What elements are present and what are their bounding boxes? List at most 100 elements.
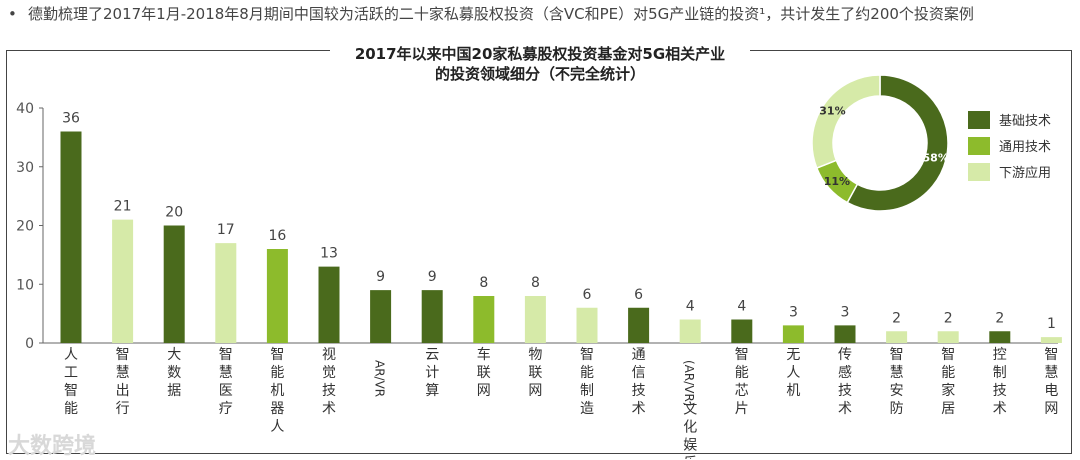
data-label: 6 bbox=[634, 287, 643, 303]
bar bbox=[782, 325, 804, 343]
category-label: 娱 bbox=[683, 437, 697, 453]
category-label: 术 bbox=[632, 401, 646, 417]
category-label: 家 bbox=[941, 382, 955, 399]
category-label: 文 bbox=[683, 401, 697, 417]
data-label: 4 bbox=[686, 299, 695, 315]
bullet: • bbox=[8, 5, 17, 23]
category-label: 能 bbox=[64, 401, 78, 417]
category-label: 技 bbox=[993, 383, 1007, 399]
category-label: 术 bbox=[322, 401, 336, 417]
category-label: 无 bbox=[786, 347, 800, 363]
category-label: 智 bbox=[219, 347, 233, 363]
chart-title-line2: 的投资领域细分（不完全统计） bbox=[434, 65, 645, 83]
category-label: 造 bbox=[580, 401, 594, 417]
data-label: 3 bbox=[789, 304, 798, 320]
category-label: 技 bbox=[838, 383, 852, 399]
category-label: 联 bbox=[528, 365, 542, 381]
bar bbox=[834, 325, 856, 343]
bar bbox=[989, 331, 1011, 343]
category-label: 网 bbox=[477, 383, 491, 399]
category-label: 慧 bbox=[890, 365, 904, 381]
category-label: 传 bbox=[838, 347, 852, 363]
pie-label: 11% bbox=[824, 175, 850, 188]
category-label: 物 bbox=[528, 347, 542, 363]
data-label: 9 bbox=[376, 269, 385, 285]
pie-slice bbox=[846, 74, 949, 212]
data-label: 2 bbox=[944, 310, 953, 326]
legend-swatch bbox=[968, 111, 990, 129]
category-label: 数 bbox=[167, 365, 181, 381]
category-label: 云 bbox=[425, 347, 439, 363]
y-tick-label: 20 bbox=[16, 219, 34, 235]
category-label: 行 bbox=[116, 401, 130, 417]
legend-swatch bbox=[968, 163, 990, 181]
category-label: 居 bbox=[941, 401, 955, 417]
bar bbox=[731, 319, 753, 343]
category-label: 智 bbox=[580, 347, 594, 363]
category-label: 计 bbox=[425, 365, 439, 381]
data-label: 21 bbox=[114, 199, 132, 215]
chart-title: 2017年以来中国20家私募股权投资基金对5G相关产业 的投资领域细分（不完全统… bbox=[330, 44, 750, 84]
category-label: 技 bbox=[632, 383, 646, 399]
data-label: 16 bbox=[268, 228, 286, 244]
category-label: 片 bbox=[735, 401, 749, 417]
bar bbox=[112, 219, 134, 343]
bar bbox=[886, 331, 908, 343]
category-label: 安 bbox=[890, 383, 904, 399]
bar bbox=[421, 290, 443, 343]
data-label: 4 bbox=[737, 299, 746, 315]
category-label: 技 bbox=[322, 383, 336, 399]
category-label: 机 bbox=[270, 383, 284, 399]
bar bbox=[576, 307, 598, 343]
data-label: 8 bbox=[479, 275, 488, 291]
category-label: 智 bbox=[116, 347, 130, 363]
bar bbox=[524, 296, 546, 343]
category-label: 智 bbox=[64, 383, 78, 399]
category-label: 智 bbox=[735, 347, 749, 363]
data-label: 13 bbox=[320, 246, 338, 262]
bar bbox=[679, 319, 701, 343]
category-label: 医 bbox=[219, 383, 233, 399]
category-label: 信 bbox=[632, 365, 646, 381]
category-label: 乐 bbox=[683, 455, 697, 459]
category-label: 芯 bbox=[735, 383, 749, 399]
category-label: 慧 bbox=[116, 365, 130, 381]
pie-label: 31% bbox=[819, 105, 845, 118]
category-label: 联 bbox=[477, 365, 491, 381]
category-label: 网 bbox=[1044, 401, 1058, 417]
legend-swatch bbox=[968, 137, 990, 155]
category-label: 据 bbox=[167, 383, 181, 399]
category-label: 电 bbox=[1044, 383, 1058, 399]
category-label: 智 bbox=[1044, 347, 1058, 363]
category-label: 慧 bbox=[1044, 365, 1058, 381]
bar bbox=[370, 290, 392, 343]
category-label: 能 bbox=[580, 365, 594, 381]
data-label: 8 bbox=[531, 275, 540, 291]
data-label: 6 bbox=[583, 287, 592, 303]
bar bbox=[215, 243, 237, 343]
bar bbox=[163, 225, 185, 343]
data-label: 36 bbox=[62, 111, 80, 127]
category-label: 工 bbox=[64, 365, 78, 381]
y-tick-label: 0 bbox=[25, 336, 34, 352]
y-tick-label: 40 bbox=[16, 101, 34, 117]
category-label: 人 bbox=[786, 365, 800, 381]
category-label: 网 bbox=[528, 383, 542, 399]
category-label: 化 bbox=[683, 419, 697, 435]
bar bbox=[937, 331, 959, 343]
intro-paragraph: 德勤梳理了2017年1月-2018年8月期间中国较为活跃的二十家私募股权投资（含… bbox=[28, 5, 974, 23]
data-label: 2 bbox=[995, 310, 1004, 326]
bar bbox=[266, 249, 288, 343]
category-label: 出 bbox=[116, 383, 130, 399]
data-label: 20 bbox=[165, 205, 183, 221]
legend-label: 基础技术 bbox=[999, 114, 1051, 129]
pie-label: 58% bbox=[923, 151, 949, 164]
category-label: 防 bbox=[890, 401, 904, 417]
bar bbox=[473, 296, 495, 343]
category-label: 算 bbox=[425, 383, 439, 399]
data-label: 1 bbox=[1047, 316, 1056, 332]
y-tick-label: 30 bbox=[16, 160, 34, 176]
category-label: 大 bbox=[167, 347, 181, 363]
category-label: 术 bbox=[838, 401, 852, 417]
